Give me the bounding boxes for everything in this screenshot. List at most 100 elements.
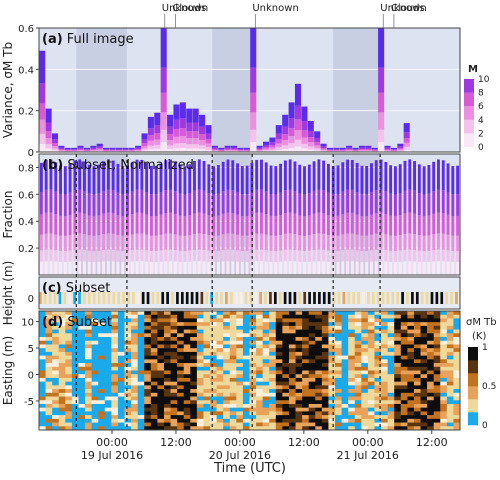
- heatmap-cell: [288, 344, 296, 349]
- heatmap-cell: [229, 355, 237, 360]
- variance-bar-segment: [109, 149, 116, 151]
- height-cell: [259, 292, 262, 304]
- variance-bar-segment: [51, 148, 59, 151]
- heatmap-cell: [400, 314, 408, 319]
- variance-bar-segment: [64, 149, 71, 151]
- fraction-bar-segment: [116, 214, 120, 235]
- heatmap-cell: [229, 389, 237, 394]
- fraction-bar-segment: [102, 161, 106, 191]
- heatmap-cell: [420, 311, 428, 316]
- heatmap-cell: [367, 329, 375, 334]
- heatmap-cell: [354, 370, 362, 375]
- heatmap-cell: [124, 351, 132, 356]
- variance-bar-segment: [77, 145, 84, 148]
- heatmap-cell: [150, 389, 158, 394]
- heatmap-cell: [242, 359, 250, 364]
- fraction-bar-segment: [54, 214, 58, 235]
- y-tick-label: 0.2: [18, 107, 34, 118]
- heatmap-cell: [216, 426, 224, 431]
- fraction-bar-segment: [264, 191, 268, 215]
- heatmap-cell: [262, 333, 270, 338]
- heatmap-cell: [256, 359, 263, 364]
- heatmap-cell: [117, 311, 125, 316]
- heatmap-cell: [367, 359, 375, 364]
- heatmap-cell: [190, 318, 198, 323]
- heatmap-cell: [295, 381, 303, 386]
- heatmap-cell: [288, 318, 296, 323]
- heatmap-cell: [111, 396, 119, 401]
- heatmap-cell: [249, 363, 257, 368]
- heatmap-cell: [111, 389, 119, 394]
- heatmap-cell: [98, 359, 106, 364]
- heatmap-cell: [177, 351, 185, 356]
- fraction-bar-segment: [427, 235, 431, 251]
- heatmap-cell: [124, 422, 132, 427]
- height-cell: [249, 292, 253, 304]
- fraction-bar-segment: [341, 191, 345, 215]
- heatmap-cell: [367, 396, 375, 401]
- heatmap-cell: [229, 311, 237, 316]
- heatmap-cell: [163, 337, 171, 342]
- heatmap-cell: [223, 337, 231, 342]
- heatmap-cell: [157, 418, 165, 423]
- heatmap-cell: [269, 407, 277, 412]
- night-band: [212, 28, 253, 152]
- heatmap-cell: [427, 418, 434, 423]
- heatmap-cell: [341, 318, 349, 323]
- fraction-bar-segment: [68, 163, 72, 193]
- variance-bar-segment: [301, 106, 308, 122]
- heatmap-cell: [52, 359, 60, 364]
- heatmap-cell: [433, 314, 441, 319]
- heatmap-cell: [328, 370, 336, 375]
- variance-bar-segment: [45, 108, 52, 123]
- heatmap-cell: [65, 389, 73, 394]
- heatmap-cell: [413, 400, 421, 405]
- heatmap-cell: [420, 415, 428, 420]
- heatmap-cell: [85, 355, 92, 360]
- heatmap-cell: [91, 348, 99, 353]
- heatmap-cell: [137, 377, 145, 382]
- variance-bar-segment: [269, 145, 276, 148]
- heatmap-cell: [39, 422, 46, 427]
- heatmap-cell: [256, 403, 263, 408]
- variance-bar-segment: [160, 142, 167, 152]
- heatmap-cell: [131, 377, 138, 382]
- heatmap-cell: [170, 337, 178, 342]
- fraction-bar-segment: [283, 261, 287, 275]
- night-band: [76, 28, 127, 152]
- heatmap-cell: [361, 311, 369, 316]
- fraction-bar-segment: [279, 261, 283, 275]
- heatmap-cell: [196, 359, 204, 364]
- heatmap-cell: [374, 385, 382, 390]
- heatmap-cell: [354, 374, 362, 379]
- heatmap-cell: [137, 355, 145, 360]
- heatmap-cell: [361, 418, 369, 423]
- heatmap-cell: [302, 403, 310, 408]
- variance-bar-segment: [339, 149, 346, 151]
- heatmap-cell: [387, 366, 395, 371]
- heatmap-cell: [71, 392, 79, 397]
- variance-bar-segment: [358, 145, 365, 148]
- heatmap-cell: [413, 381, 421, 386]
- heatmap-cell: [196, 337, 204, 342]
- fraction-bar-segment: [44, 233, 48, 250]
- heatmap-cell: [104, 351, 112, 356]
- heatmap-cell: [315, 329, 323, 334]
- heatmap-cell: [427, 407, 434, 412]
- heatmap-cell: [111, 366, 119, 371]
- heatmap-cell: [420, 366, 428, 371]
- variance-bar-segment: [250, 112, 257, 130]
- heatmap-cell: [433, 333, 441, 338]
- heatmap-cell: [131, 415, 138, 420]
- variance-bar-segment: [141, 133, 148, 140]
- heatmap-cell: [104, 311, 112, 316]
- heatmap-cell: [150, 411, 158, 416]
- heatmap-cell: [144, 400, 152, 405]
- heatmap-cell: [91, 366, 99, 371]
- fraction-bar-segment: [350, 249, 354, 262]
- heatmap-cell: [144, 329, 152, 334]
- height-cell: [161, 292, 165, 304]
- variance-bar-segment: [160, 129, 167, 143]
- heatmap-cell: [374, 403, 382, 408]
- heatmap-cell: [335, 374, 342, 379]
